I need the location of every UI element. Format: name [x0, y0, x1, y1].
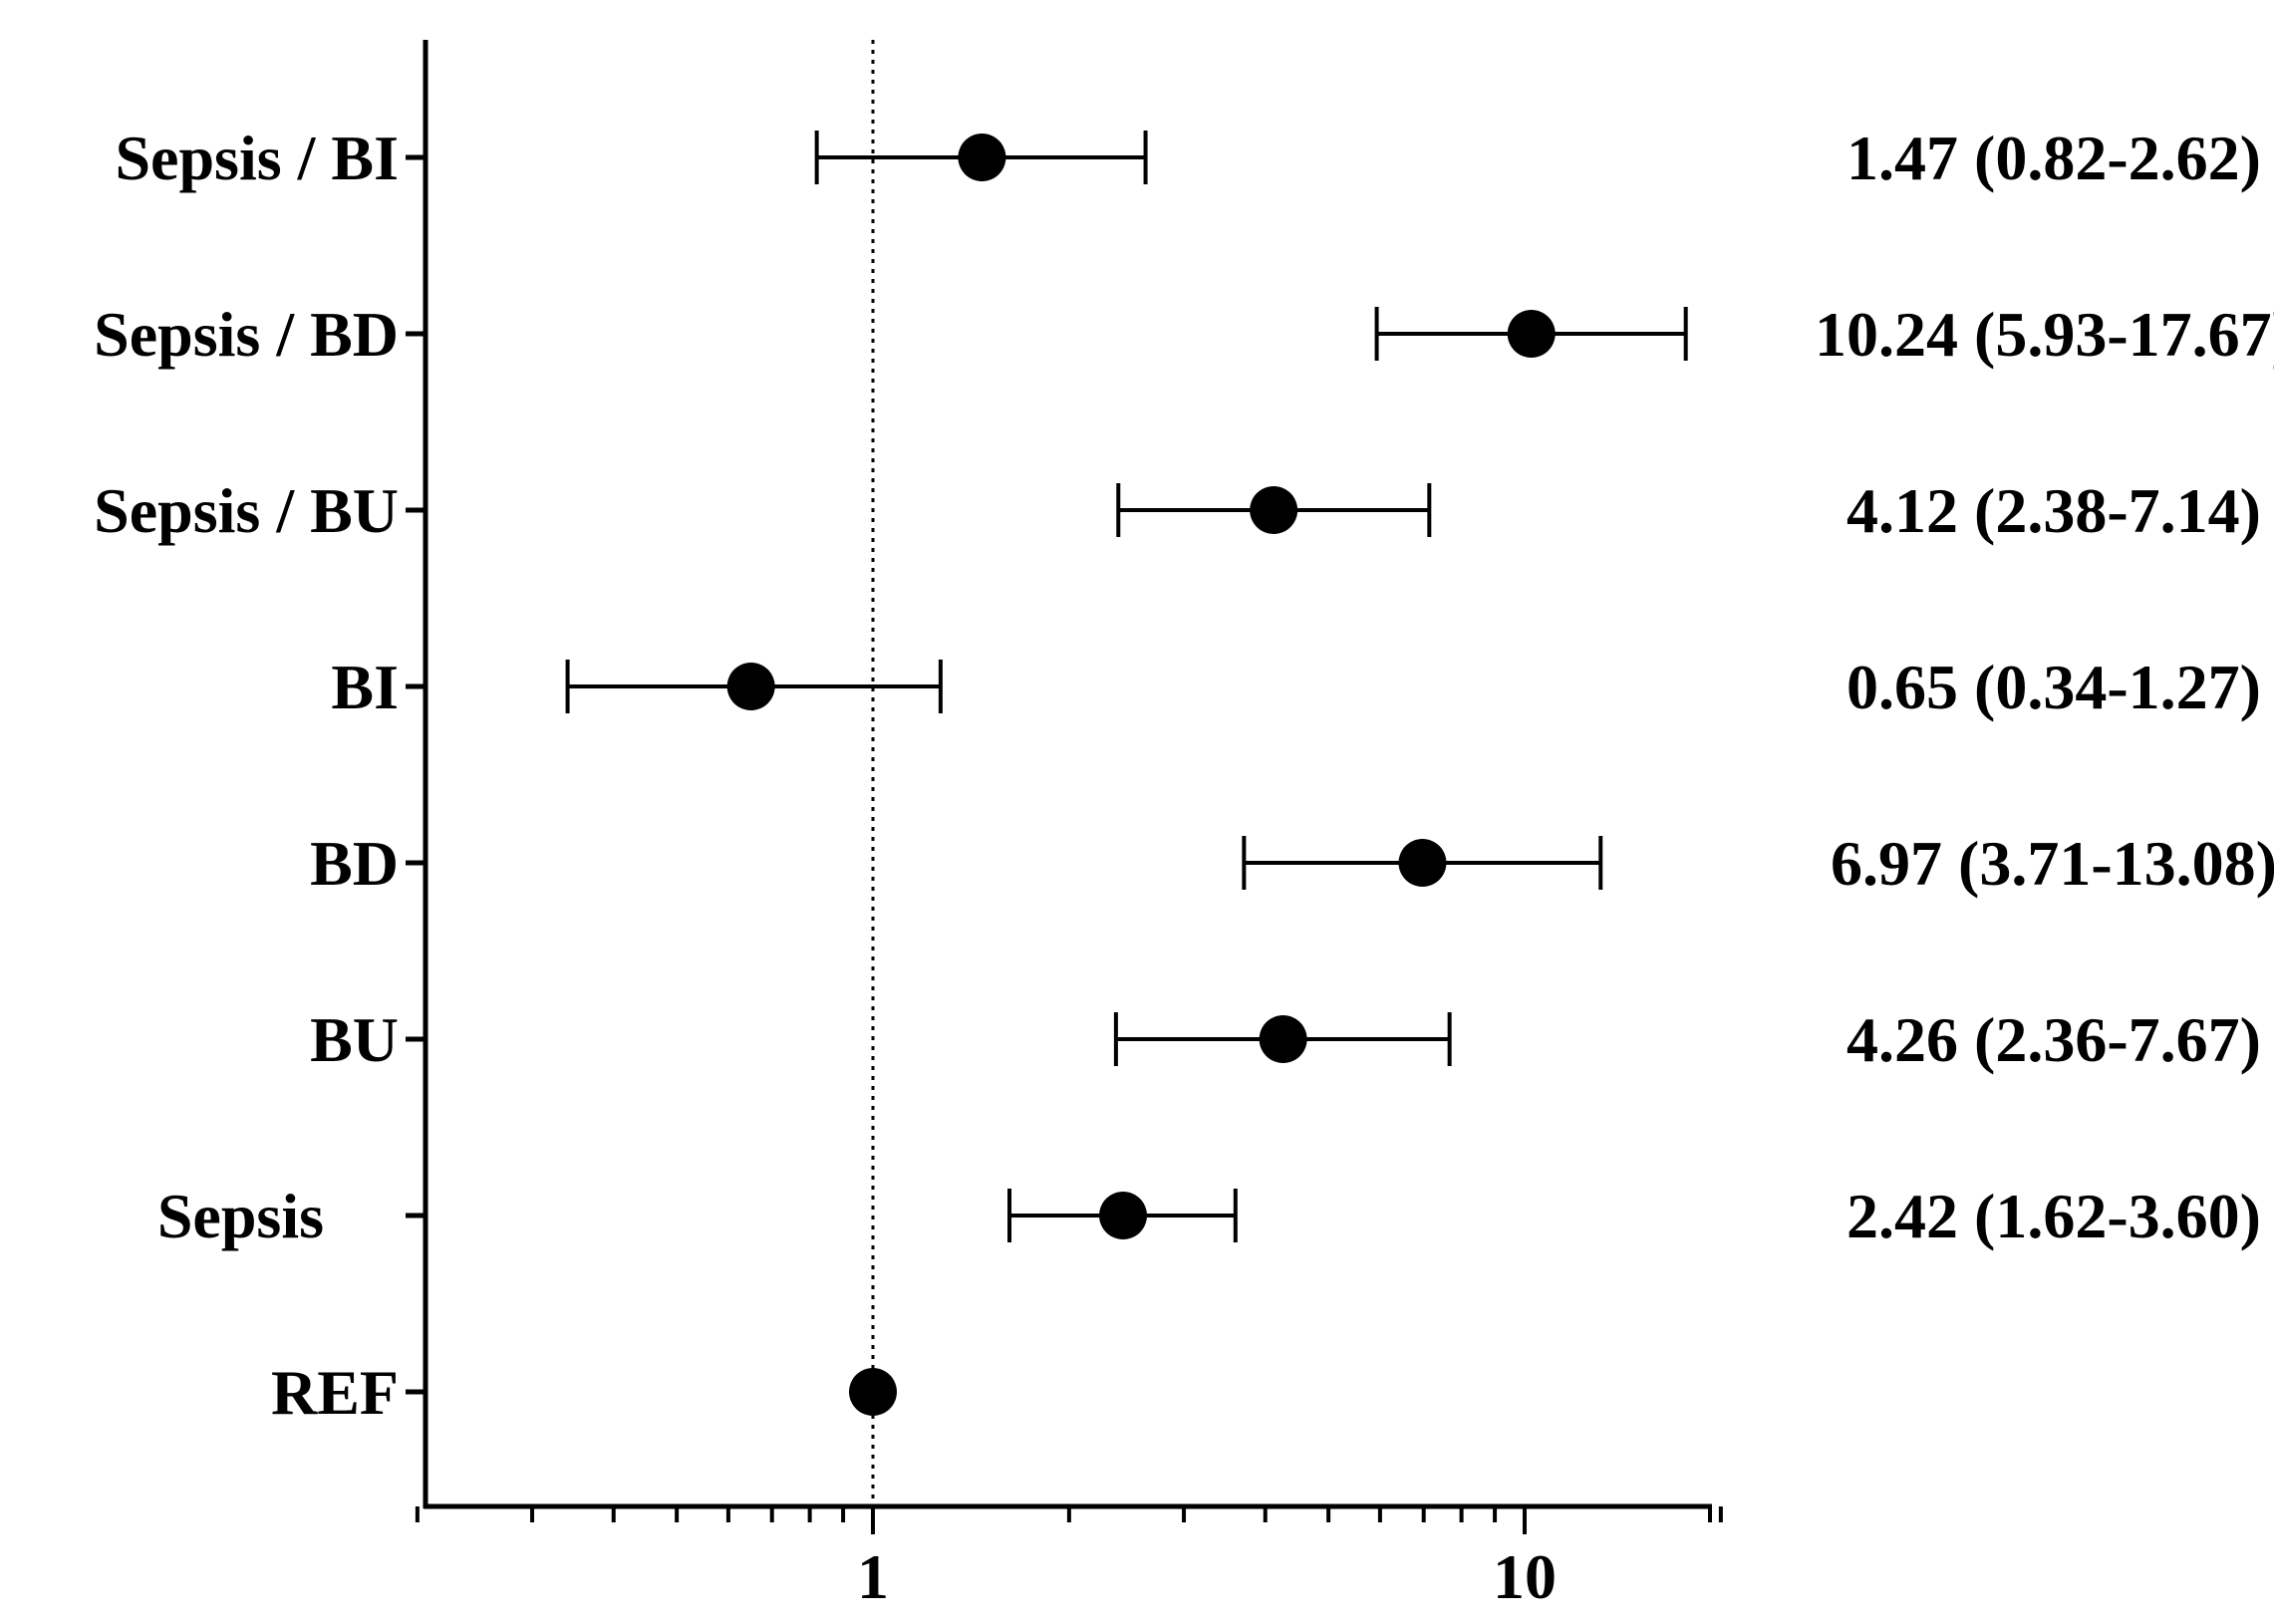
- row-label: REF: [271, 1357, 399, 1428]
- estimate-text: 6.97 (3.71-13.08): [1831, 828, 2274, 899]
- forest-row: REF: [271, 1357, 897, 1428]
- row-label: BU: [310, 1004, 399, 1075]
- row-label: BI: [331, 652, 399, 722]
- forest-row: BD 6.97 (3.71-13.08): [310, 828, 2274, 899]
- point-estimate: [849, 1368, 897, 1416]
- point-estimate: [1250, 486, 1298, 534]
- row-label: Sepsis / BD: [94, 299, 399, 370]
- point-estimate: [1507, 310, 1556, 358]
- estimate-text: 2.42 (1.62-3.60): [1847, 1181, 2261, 1251]
- estimate-text: 1.47 (0.82-2.62): [1847, 123, 2261, 193]
- row-label: Sepsis / BU: [94, 475, 399, 546]
- point-estimate: [1099, 1192, 1148, 1239]
- forest-rows: Sepsis / BI 1.47 (0.82-2.62) Sepsis / BD 10…: [94, 123, 2274, 1428]
- forest-row: Sepsis / BD 10.24 (5.93-17.67): [94, 299, 2274, 370]
- estimate-text: 10.24 (5.93-17.67): [1815, 299, 2274, 370]
- row-label: Sepsis / BI: [115, 123, 399, 193]
- forest-row: Sepsis 2.42 (1.62-3.60): [157, 1181, 2261, 1251]
- plot-axes: [423, 40, 1712, 1509]
- point-estimate: [726, 663, 775, 710]
- estimate-text: 4.12 (2.38-7.14): [1847, 475, 2261, 546]
- forest-row: Sepsis / BI 1.47 (0.82-2.62): [115, 123, 2261, 193]
- point-estimate: [1398, 839, 1447, 887]
- forest-row: BU 4.26 (2.36-7.67): [310, 1004, 2261, 1075]
- x-axis-ticks: 1 10: [415, 1506, 1723, 1612]
- x-tick-label: 10: [1493, 1541, 1557, 1612]
- forest-row: Sepsis / BU 4.12 (2.38-7.14): [94, 475, 2261, 546]
- row-label: Sepsis: [157, 1181, 324, 1251]
- point-estimate: [958, 134, 1006, 181]
- forest-row: BI 0.65 (0.34-1.27): [331, 652, 2261, 722]
- point-estimate: [1259, 1015, 1307, 1063]
- estimate-text: 4.26 (2.36-7.67): [1847, 1004, 2261, 1075]
- estimate-text: 0.65 (0.34-1.27): [1847, 652, 2261, 722]
- row-label: BD: [310, 828, 399, 899]
- x-tick-label: 1: [857, 1541, 889, 1612]
